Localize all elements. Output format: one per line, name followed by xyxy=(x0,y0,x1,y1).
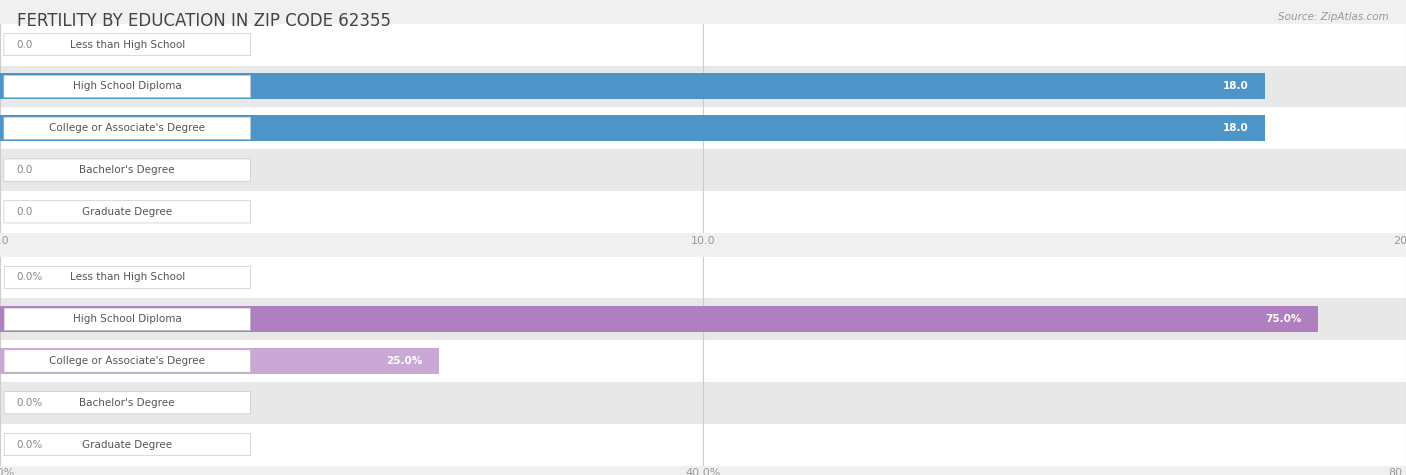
Text: 25.0%: 25.0% xyxy=(387,356,422,366)
FancyBboxPatch shape xyxy=(4,201,250,223)
Text: College or Associate's Degree: College or Associate's Degree xyxy=(49,123,205,133)
Text: Bachelor's Degree: Bachelor's Degree xyxy=(80,165,174,175)
Text: 0.0%: 0.0% xyxy=(17,272,44,283)
Text: Bachelor's Degree: Bachelor's Degree xyxy=(80,398,174,408)
FancyBboxPatch shape xyxy=(4,159,250,181)
FancyBboxPatch shape xyxy=(4,76,250,97)
Text: 0.0%: 0.0% xyxy=(17,398,44,408)
Text: College or Associate's Degree: College or Associate's Degree xyxy=(49,356,205,366)
Text: High School Diploma: High School Diploma xyxy=(73,314,181,324)
Bar xyxy=(0,348,439,374)
FancyBboxPatch shape xyxy=(4,350,250,372)
Bar xyxy=(0,149,1406,191)
Bar xyxy=(0,382,1406,424)
Text: 18.0: 18.0 xyxy=(1223,123,1249,133)
Bar xyxy=(0,191,1406,233)
FancyBboxPatch shape xyxy=(4,266,250,288)
Text: 0.0: 0.0 xyxy=(17,165,34,175)
Bar xyxy=(0,115,1265,141)
Text: Source: ZipAtlas.com: Source: ZipAtlas.com xyxy=(1278,12,1389,22)
Text: FERTILITY BY EDUCATION IN ZIP CODE 62355: FERTILITY BY EDUCATION IN ZIP CODE 62355 xyxy=(17,12,391,30)
Text: 0.0%: 0.0% xyxy=(17,439,44,450)
Bar xyxy=(0,298,1406,340)
Text: Less than High School: Less than High School xyxy=(70,272,184,283)
Bar xyxy=(0,256,1406,298)
Text: 0.0: 0.0 xyxy=(17,39,34,50)
FancyBboxPatch shape xyxy=(4,434,250,456)
Bar xyxy=(0,74,1265,99)
Text: 75.0%: 75.0% xyxy=(1265,314,1302,324)
FancyBboxPatch shape xyxy=(4,34,250,56)
FancyBboxPatch shape xyxy=(4,117,250,139)
Text: 18.0: 18.0 xyxy=(1223,81,1249,92)
FancyBboxPatch shape xyxy=(4,308,250,330)
Bar xyxy=(0,24,1406,66)
Text: High School Diploma: High School Diploma xyxy=(73,81,181,92)
Text: Graduate Degree: Graduate Degree xyxy=(82,439,173,450)
Text: Graduate Degree: Graduate Degree xyxy=(82,207,173,217)
FancyBboxPatch shape xyxy=(4,392,250,414)
Bar xyxy=(0,424,1406,466)
Bar xyxy=(0,66,1406,107)
Text: Less than High School: Less than High School xyxy=(70,39,184,50)
Bar xyxy=(0,107,1406,149)
Bar xyxy=(0,306,1319,332)
Bar xyxy=(0,340,1406,382)
Text: 0.0: 0.0 xyxy=(17,207,34,217)
